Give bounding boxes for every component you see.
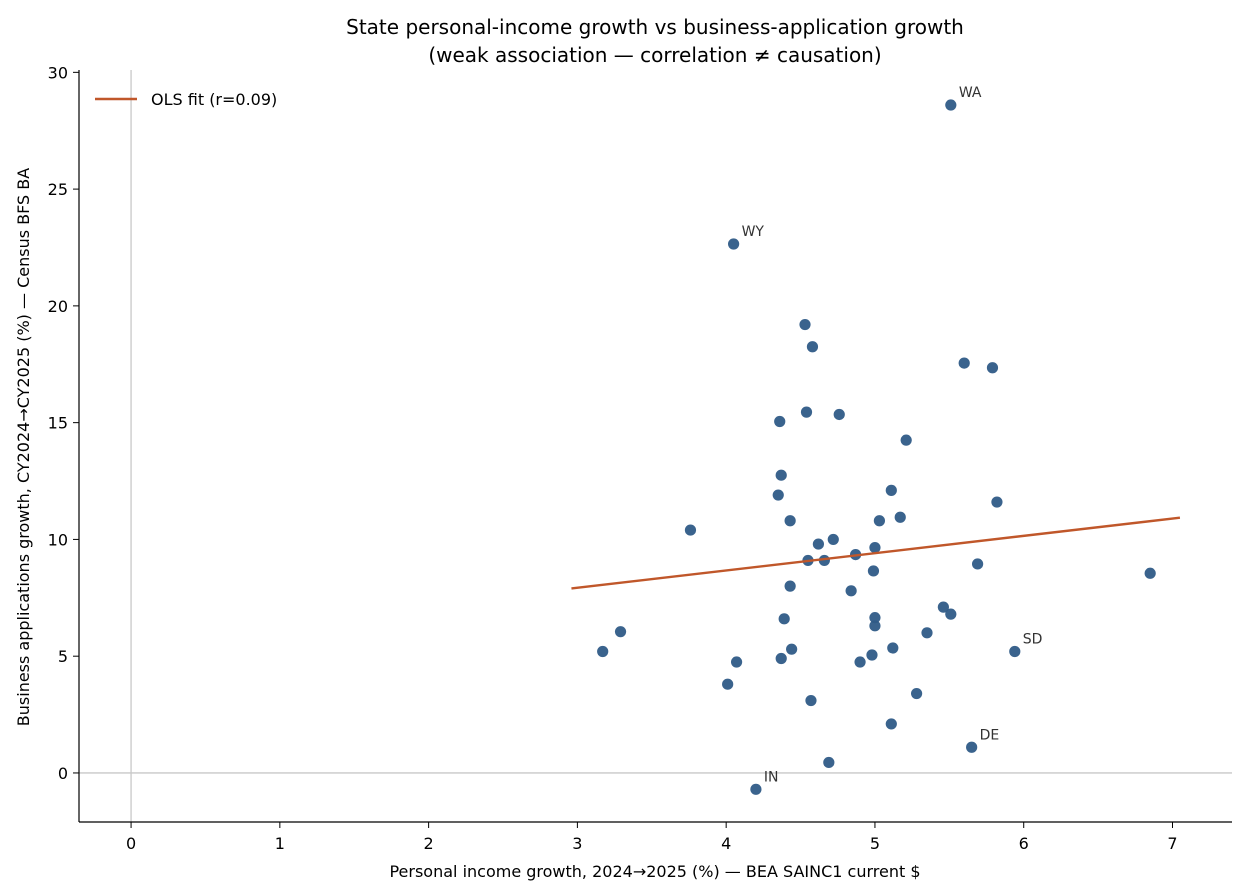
- data-point: [869, 620, 881, 632]
- data-point: [800, 406, 813, 418]
- data-point: [900, 434, 912, 446]
- data-point: [823, 756, 835, 769]
- x-tick-label: 7: [1167, 834, 1177, 853]
- y-tick-label: 0: [58, 764, 68, 783]
- data-point: [722, 678, 734, 690]
- data-point: [750, 783, 762, 795]
- point-label-in: IN: [764, 769, 779, 785]
- data-point: [833, 408, 845, 421]
- x-tick-label: 4: [721, 834, 731, 853]
- data-point: [869, 541, 881, 554]
- data-point: [827, 533, 839, 546]
- point-label-sd: SD: [1023, 632, 1043, 648]
- data-point: [784, 515, 796, 527]
- data-point: [772, 489, 784, 501]
- data-point: [866, 649, 878, 661]
- data-point: [869, 612, 881, 624]
- ols-fit-line: [571, 516, 1181, 590]
- data-point: [1144, 567, 1156, 579]
- data-point: [966, 741, 978, 753]
- data-point: [921, 627, 933, 639]
- data-point: [937, 601, 949, 613]
- data-point: [873, 515, 886, 527]
- x-tick-label: 0: [126, 834, 136, 853]
- data-point: [784, 580, 796, 592]
- legend: OLS fit (r=0.09): [95, 90, 277, 109]
- data-point: [597, 645, 609, 658]
- x-tick-label: 6: [1019, 834, 1029, 853]
- data-point: [867, 565, 880, 577]
- data-point: [885, 484, 897, 496]
- data-point: [854, 656, 866, 668]
- plot-area: 0 1 2 3 4 5 6 7 0 5 10 15 20 25 30 WA WY SD DE IN: [48, 63, 1232, 853]
- data-point: [986, 362, 999, 374]
- data-point: [775, 652, 787, 665]
- legend-label-ols-fit: OLS fit (r=0.09): [151, 90, 277, 109]
- data-point: [728, 238, 740, 250]
- y-tick-label: 30: [48, 63, 68, 82]
- y-tick-label: 5: [58, 647, 68, 666]
- data-point: [786, 643, 798, 655]
- x-tick-label: 2: [424, 834, 434, 853]
- data-point: [945, 99, 957, 111]
- data-point: [991, 496, 1003, 508]
- chart-title: State personal-income growth vs business…: [346, 15, 964, 39]
- y-tick-label: 10: [48, 530, 68, 549]
- data-point: [730, 656, 743, 668]
- x-axis-label: Personal income growth, 2024→2025 (%) — …: [389, 862, 920, 881]
- data-point: [1009, 645, 1021, 658]
- y-tick-label: 15: [48, 414, 68, 433]
- data-point: [778, 613, 790, 625]
- data-point: [894, 511, 906, 523]
- y-axis-label: Business applications growth, CY2024→CY2…: [14, 168, 33, 726]
- data-point: [945, 608, 957, 620]
- data-point: [774, 415, 786, 428]
- point-label-wy: WY: [742, 224, 765, 240]
- x-tick-label: 3: [572, 834, 582, 853]
- data-point: [806, 341, 819, 353]
- point-label-de: DE: [980, 727, 1000, 743]
- point-label-wa: WA: [959, 85, 982, 101]
- data-point: [910, 687, 923, 700]
- y-tick-label: 20: [48, 297, 68, 316]
- data-point: [614, 626, 627, 638]
- x-tick-label: 1: [275, 834, 285, 853]
- data-point: [812, 538, 825, 550]
- data-point: [684, 524, 697, 536]
- data-point: [775, 469, 787, 481]
- x-tick-label: 5: [870, 834, 880, 853]
- data-point: [971, 558, 984, 570]
- data-point: [805, 694, 817, 707]
- data-point: [958, 357, 970, 369]
- data-point: [887, 642, 899, 654]
- data-point: [799, 318, 811, 331]
- data-point: [885, 718, 897, 730]
- chart-subtitle: (weak association — correlation ≠ causat…: [428, 43, 881, 67]
- y-tick-label: 25: [48, 180, 68, 199]
- data-point: [845, 585, 857, 597]
